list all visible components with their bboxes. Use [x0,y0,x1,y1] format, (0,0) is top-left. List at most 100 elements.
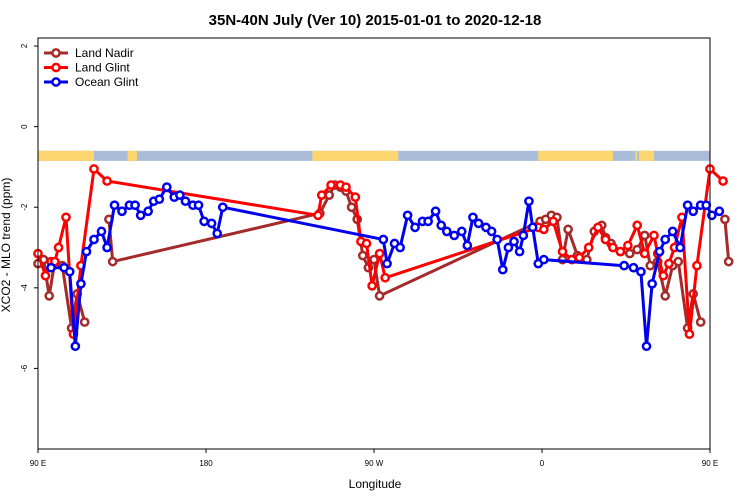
data-point [632,220,643,231]
data-point [639,248,650,259]
data-point [89,234,99,245]
x-tick-label: 90 W [365,459,384,468]
data-point [449,230,460,241]
data-point [664,258,674,269]
data-point [53,242,64,253]
data-point [107,256,118,267]
data-point [628,262,639,273]
data-point [667,226,678,237]
data-point [695,317,706,327]
data-point [350,192,361,203]
data-point [539,224,549,235]
data-point [563,224,573,235]
data-point [688,206,699,217]
legend-swatch-marker [51,48,61,58]
data-point [316,190,327,200]
legend-label: Ocean Glint [75,75,139,89]
data-point [130,200,140,211]
y-axis-label: XCO2 - MLO trend (ppm) [0,178,13,313]
series-land-glint [33,164,728,340]
y-tick-label: 0 [20,124,29,129]
data-point [199,216,209,227]
data-point [486,226,497,237]
data-point [660,234,671,245]
data-point [70,341,81,352]
data-point [81,246,92,257]
data-point [436,220,447,231]
land-mask-segment-5 [639,150,654,161]
data-point [154,194,165,205]
legend-entry: Land Glint [44,61,130,75]
land-mask-segment-2 [312,150,399,161]
data-point [527,222,538,233]
data-point [161,182,172,192]
land-mask-segment-4 [635,150,638,161]
data-point [382,258,392,269]
series-ocean-glint [46,182,725,352]
data-point [636,266,646,277]
data-point [357,250,368,261]
data-point [707,210,717,221]
data-point [395,242,405,253]
data-point [40,270,51,281]
data-point [615,246,626,257]
x-tick-label: 90 E [702,459,718,468]
data-point [684,329,695,340]
data-point [645,260,656,271]
x-axis-ticks: 90 E 180 90 W 0 90 E [30,449,718,468]
data-point [326,180,336,190]
data-point [608,242,618,253]
data-point [79,317,90,327]
data-point [76,278,86,289]
data-point [102,176,112,186]
x-axis-label: Longitude [349,477,402,491]
data-point [524,196,534,207]
data-point [518,230,529,241]
data-point [96,226,107,237]
data-point [441,226,452,237]
data-point [102,242,112,253]
data-point [600,234,611,245]
data-point [117,206,127,217]
data-point [212,228,223,239]
x-tick-label: 0 [540,459,545,468]
data-point [324,190,335,200]
data-point [539,254,549,265]
data-point [639,230,650,241]
land-mask-segment-0 [38,150,94,161]
data-point [503,242,514,253]
data-point [175,190,185,200]
x-tick-label: 180 [199,459,213,468]
data-point [660,291,671,301]
data-point [206,218,217,229]
data-point [557,246,568,257]
data-point [682,200,693,211]
data-point [574,252,585,263]
data-point [723,256,734,267]
y-tick-label: -2 [20,203,29,211]
data-point [619,260,629,271]
data-point [468,212,478,223]
data-point [492,234,503,245]
data-point [632,244,643,255]
data-point [380,272,391,283]
data-point [649,230,659,241]
data-point [135,210,146,221]
data-point [143,206,153,217]
y-axis-ticks: 2 0 -2 -4 -6 [20,43,38,372]
data-point [378,234,389,245]
data-point [514,246,525,257]
data-point [374,291,385,301]
data-point [658,270,669,281]
series-line-0-2 [723,219,731,262]
chart-title: 35N-40N July (Ver 10) 2015-01-01 to 2020… [209,12,542,29]
data-point [654,246,665,257]
data-point [64,266,75,277]
data-point [714,206,725,217]
land-mask-segment-1 [127,150,137,161]
data-point [583,242,594,253]
data-point [497,264,508,275]
data-point [509,236,519,247]
